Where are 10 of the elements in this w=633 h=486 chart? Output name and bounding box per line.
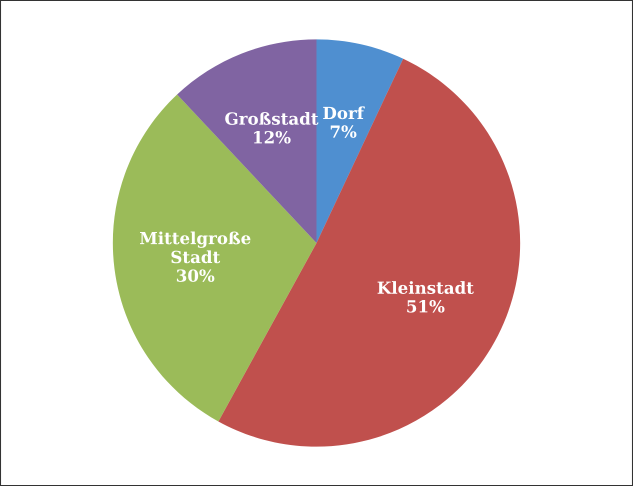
- pie-slice: [112, 94, 316, 422]
- slice-label: Kleinstadt: [378, 281, 474, 294]
- slice-label: Mittelgroße Stadt: [140, 231, 250, 264]
- data-label: 30%: [176, 269, 214, 282]
- data-label: 51%: [407, 300, 444, 313]
- slice-label: Dorf: [323, 106, 365, 120]
- data-label: 12%: [254, 130, 291, 144]
- slice-label: Großstadt: [225, 112, 318, 125]
- data-label: 7%: [330, 125, 356, 138]
- pie-slice: [316, 39, 404, 243]
